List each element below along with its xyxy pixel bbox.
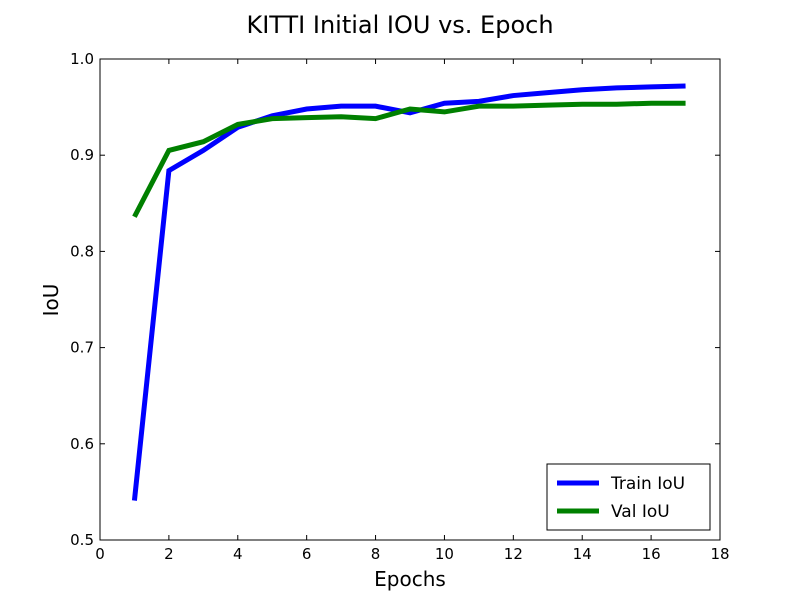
y-tick-label: 0.9 xyxy=(70,146,94,164)
x-tick-label: 12 xyxy=(504,545,523,563)
x-tick-label: 8 xyxy=(371,545,381,563)
x-tick-label: 2 xyxy=(164,545,174,563)
x-tick-label: 16 xyxy=(642,545,661,563)
y-tick-label: 0.7 xyxy=(70,339,94,357)
x-tick-label: 0 xyxy=(95,545,105,563)
chart-title: KITTI Initial IOU vs. Epoch xyxy=(246,11,553,39)
legend-label-train: Train IoU xyxy=(610,474,685,494)
ticks-layer: 0 2 4 6 8 10 12 14 16 18 0.5 0.6 0.7 0.8 0.9 1.0 xyxy=(70,50,729,563)
legend-box xyxy=(546,463,711,531)
x-tick-label: 18 xyxy=(710,545,729,563)
legend: Train IoU Val IoU xyxy=(546,463,711,531)
y-tick-label: 1.0 xyxy=(70,50,94,68)
x-tick-label: 6 xyxy=(302,545,312,563)
y-tick-label: 0.8 xyxy=(70,242,94,260)
y-tick-label: 0.5 xyxy=(70,531,94,549)
series-line-train-iou xyxy=(131,83,686,501)
x-tick-label: 4 xyxy=(233,545,243,563)
series-layer xyxy=(131,83,686,501)
y-tick-label: 0.6 xyxy=(70,435,94,453)
series-line-val-iou xyxy=(132,100,686,218)
plot-frame xyxy=(99,58,721,541)
x-tick-label: 10 xyxy=(435,545,454,563)
y-axis-label: IoU xyxy=(39,284,63,317)
x-tick-label: 14 xyxy=(573,545,592,563)
legend-label-val: Val IoU xyxy=(611,502,670,522)
x-axis-label: Epochs xyxy=(374,567,446,591)
